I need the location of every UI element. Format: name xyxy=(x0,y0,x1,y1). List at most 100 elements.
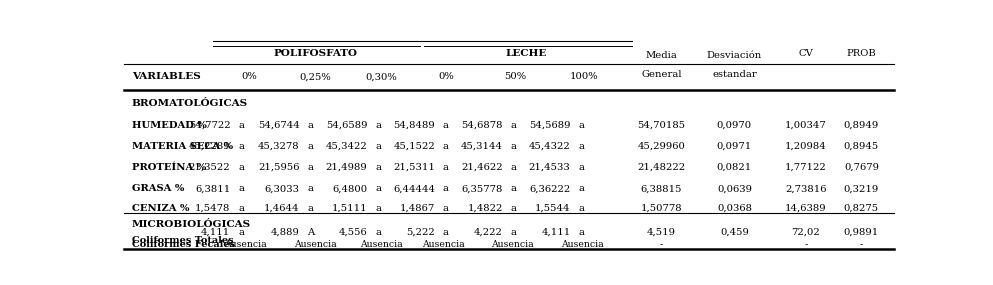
Text: a: a xyxy=(443,121,449,130)
Text: 0,8949: 0,8949 xyxy=(844,121,879,130)
Text: POLIFOSFATO: POLIFOSFATO xyxy=(273,50,356,58)
Text: 14,6389: 14,6389 xyxy=(785,204,827,213)
Text: 54,70185: 54,70185 xyxy=(638,121,685,130)
Text: a: a xyxy=(510,142,516,151)
Text: 1,5478: 1,5478 xyxy=(195,204,230,213)
Text: 4,222: 4,222 xyxy=(474,228,502,237)
Text: 4,519: 4,519 xyxy=(646,228,676,237)
Text: -: - xyxy=(860,240,863,249)
Text: 1,5111: 1,5111 xyxy=(332,204,367,213)
Text: 0,0970: 0,0970 xyxy=(717,121,752,130)
Text: -: - xyxy=(804,240,807,249)
Text: 21,5956: 21,5956 xyxy=(258,163,300,172)
Text: a: a xyxy=(238,228,244,237)
Text: 45,2289: 45,2289 xyxy=(189,142,230,151)
Text: 0,459: 0,459 xyxy=(720,228,749,237)
Text: 54,5689: 54,5689 xyxy=(529,121,570,130)
Text: 1,00347: 1,00347 xyxy=(785,121,827,130)
Text: 6,3033: 6,3033 xyxy=(264,184,300,193)
Text: a: a xyxy=(307,163,313,172)
Text: 6,36222: 6,36222 xyxy=(529,184,570,193)
Text: PROTEÍNA %: PROTEÍNA % xyxy=(132,163,207,172)
Text: 6,38815: 6,38815 xyxy=(640,184,682,193)
Text: a: a xyxy=(307,142,313,151)
Text: 54,7722: 54,7722 xyxy=(189,121,230,130)
Text: a: a xyxy=(307,184,313,193)
Text: MATERIA SECA %: MATERIA SECA % xyxy=(132,142,233,151)
Text: 45,4322: 45,4322 xyxy=(528,142,570,151)
Text: a: a xyxy=(307,121,313,130)
Text: 1,4867: 1,4867 xyxy=(400,204,435,213)
Text: a: a xyxy=(238,204,244,213)
Text: MICROBIOLÓGICAS: MICROBIOLÓGICAS xyxy=(132,219,251,229)
Text: a: a xyxy=(578,121,584,130)
Text: 1,20984: 1,20984 xyxy=(785,142,827,151)
Text: 0,25%: 0,25% xyxy=(299,72,331,82)
Text: a: a xyxy=(510,204,516,213)
Text: -: - xyxy=(659,240,663,249)
Text: 54,6744: 54,6744 xyxy=(258,121,300,130)
Text: HUMEDAD %: HUMEDAD % xyxy=(132,121,207,130)
Text: 0,0821: 0,0821 xyxy=(717,163,752,172)
Text: 0,8945: 0,8945 xyxy=(844,142,879,151)
Text: a: a xyxy=(238,142,244,151)
Text: a: a xyxy=(510,184,516,193)
Text: a: a xyxy=(443,163,449,172)
Text: 54,8489: 54,8489 xyxy=(393,121,435,130)
Text: 6,44444: 6,44444 xyxy=(393,184,435,193)
Text: 0,8275: 0,8275 xyxy=(844,204,879,213)
Text: Desviación: Desviación xyxy=(707,50,762,60)
Text: 21,4533: 21,4533 xyxy=(528,163,570,172)
Text: 0%: 0% xyxy=(438,72,454,82)
Text: 45,1522: 45,1522 xyxy=(393,142,435,151)
Text: a: a xyxy=(578,204,584,213)
Text: a: a xyxy=(443,142,449,151)
Text: 0,30%: 0,30% xyxy=(365,72,397,82)
Text: a: a xyxy=(307,204,313,213)
Text: 50%: 50% xyxy=(504,72,526,82)
Text: 21,4989: 21,4989 xyxy=(326,163,367,172)
Text: 1,50778: 1,50778 xyxy=(640,204,682,213)
Text: 54,6878: 54,6878 xyxy=(462,121,502,130)
Text: 1,5544: 1,5544 xyxy=(535,204,570,213)
Text: 1,77122: 1,77122 xyxy=(785,163,827,172)
Text: a: a xyxy=(578,228,584,237)
Text: a: a xyxy=(443,204,449,213)
Text: 4,889: 4,889 xyxy=(271,228,300,237)
Text: 21,4622: 21,4622 xyxy=(461,163,502,172)
Text: a: a xyxy=(238,163,244,172)
Text: 54,6589: 54,6589 xyxy=(326,121,367,130)
Text: 21,48222: 21,48222 xyxy=(638,163,685,172)
Text: 100%: 100% xyxy=(570,72,599,82)
Text: a: a xyxy=(238,121,244,130)
Text: a: a xyxy=(375,142,381,151)
Text: 6,3811: 6,3811 xyxy=(195,184,230,193)
Text: LECHE: LECHE xyxy=(505,50,546,58)
Text: 72,02: 72,02 xyxy=(791,228,820,237)
Text: 45,29960: 45,29960 xyxy=(638,142,685,151)
Text: BROMATOLÓGICAS: BROMATOLÓGICAS xyxy=(132,99,248,108)
Text: a: a xyxy=(375,228,381,237)
Text: 0,0639: 0,0639 xyxy=(717,184,752,193)
Text: Ausencia: Ausencia xyxy=(561,240,604,249)
Text: Coliformes Totales: Coliformes Totales xyxy=(132,235,233,245)
Text: Media: Media xyxy=(645,50,677,60)
Text: Ausencia: Ausencia xyxy=(422,240,465,249)
Text: 0,0368: 0,0368 xyxy=(717,204,752,213)
Text: a: a xyxy=(578,142,584,151)
Text: 4,111: 4,111 xyxy=(541,228,570,237)
Text: 6,35778: 6,35778 xyxy=(462,184,502,193)
Text: VARIABLES: VARIABLES xyxy=(132,72,201,82)
Text: a: a xyxy=(510,228,516,237)
Text: A: A xyxy=(307,228,315,237)
Text: 2,73816: 2,73816 xyxy=(785,184,827,193)
Text: Coliformes Fecales: Coliformes Fecales xyxy=(132,240,235,249)
Text: 21,3522: 21,3522 xyxy=(189,163,230,172)
Text: a: a xyxy=(375,184,381,193)
Text: 45,3278: 45,3278 xyxy=(258,142,300,151)
Text: 0%: 0% xyxy=(241,72,256,82)
Text: 0,0971: 0,0971 xyxy=(717,142,752,151)
Text: Ausencia: Ausencia xyxy=(359,240,402,249)
Text: a: a xyxy=(443,184,449,193)
Text: a: a xyxy=(375,121,381,130)
